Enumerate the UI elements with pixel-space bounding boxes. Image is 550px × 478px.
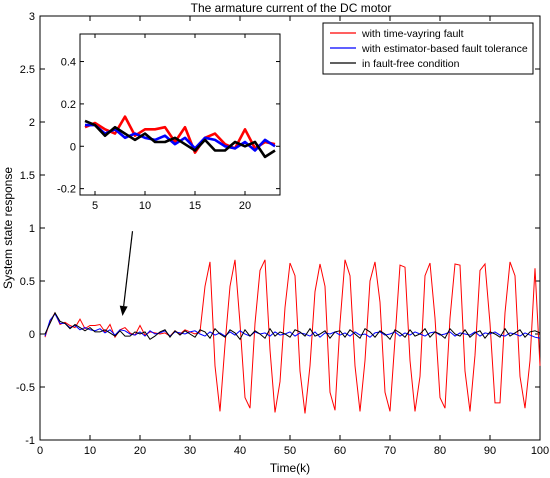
x-tick-label: 0 bbox=[37, 445, 43, 457]
y-tick-label: 0 bbox=[29, 329, 35, 341]
arrow-head bbox=[119, 305, 128, 316]
x-tick-label: 50 bbox=[284, 445, 296, 457]
legend-box bbox=[322, 22, 534, 75]
main-axis-tick-labels: 0 10 20 30 40 50 60 70 80 90 100-1-0.500.511.522.5… bbox=[16, 11, 549, 457]
inset-x-tick-label: 5 bbox=[92, 200, 98, 212]
x-tick-label: 100 bbox=[531, 445, 549, 457]
x-tick-label: 70 bbox=[384, 445, 396, 457]
inset-axis-ticks bbox=[80, 34, 280, 195]
x-tick-label: 20 bbox=[134, 445, 146, 457]
inset-y-tick-label: 0 bbox=[70, 141, 76, 153]
y-tick-label: -0.5 bbox=[16, 382, 35, 394]
y-tick-label: -1 bbox=[25, 435, 35, 447]
x-axis-label: Time(k) bbox=[270, 461, 310, 475]
x-tick-label: 10 bbox=[84, 445, 96, 457]
series-line-0 bbox=[44, 259, 541, 414]
x-tick-label: 60 bbox=[334, 445, 346, 457]
y-tick-label: 2.5 bbox=[20, 64, 35, 76]
inset-zoom-plot: 5 10 15 20 -0.2 0 0.2 0.4 bbox=[57, 33, 281, 212]
zoom-arrow bbox=[119, 231, 134, 316]
inset-x-tick-label: 15 bbox=[189, 200, 201, 212]
chart-title: The armature current of the DC motor bbox=[191, 1, 392, 15]
inset-y-tick-label: 0.4 bbox=[61, 57, 76, 69]
inset-y-tick-label: 0.2 bbox=[61, 99, 76, 111]
inset-y-tick-label: -0.2 bbox=[57, 184, 76, 196]
main-series-lines bbox=[44, 259, 541, 414]
x-tick-label: 40 bbox=[234, 445, 246, 457]
series-line-2 bbox=[44, 311, 541, 341]
y-tick-label: 2 bbox=[29, 117, 35, 129]
inset-series-lines bbox=[84, 115, 276, 159]
y-tick-label: 0.5 bbox=[20, 276, 35, 288]
inset-series-line-2 bbox=[84, 119, 276, 159]
inset-x-tick-label: 10 bbox=[139, 200, 151, 212]
x-tick-label: 80 bbox=[434, 445, 446, 457]
legend-label-estimator: with estimator-based fault tolerance bbox=[361, 43, 528, 55]
main-axis-ticks bbox=[39, 15, 541, 441]
arrow-shaft bbox=[123, 231, 134, 307]
y-axis-label: System state response bbox=[1, 167, 15, 289]
inset-axis-tick-labels: 5 10 15 20 -0.2 0 0.2 0.4 bbox=[57, 57, 251, 212]
legend: with time-vayring fault with estimator-b… bbox=[322, 22, 534, 75]
y-tick-label: 1 bbox=[29, 223, 35, 235]
legend-label-fault: with time-vayring fault bbox=[361, 28, 464, 40]
y-tick-label: 1.5 bbox=[20, 170, 35, 182]
y-tick-label: 3 bbox=[29, 11, 35, 23]
legend-label-fault-free: in fault-free condition bbox=[362, 58, 460, 70]
inset-x-tick-label: 20 bbox=[239, 200, 251, 212]
x-tick-label: 30 bbox=[184, 445, 196, 457]
inset-frame bbox=[79, 33, 281, 196]
x-tick-label: 90 bbox=[484, 445, 496, 457]
